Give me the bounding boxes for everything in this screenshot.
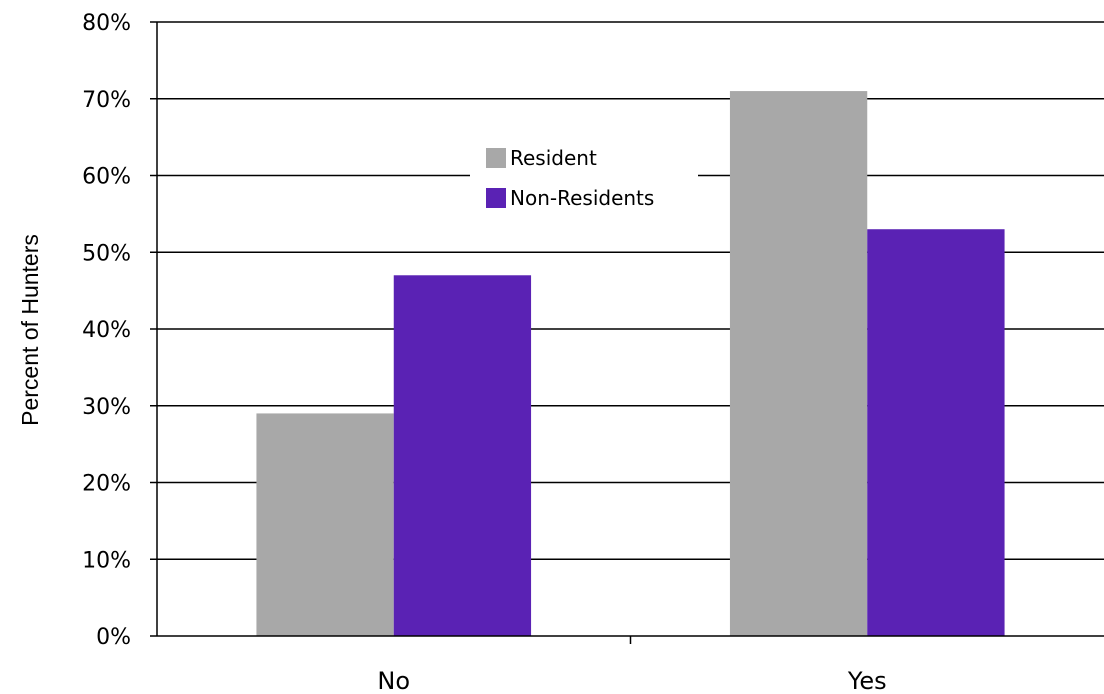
legend-box bbox=[470, 138, 698, 220]
legend-swatch bbox=[486, 188, 506, 208]
bar-resident-yes bbox=[729, 91, 868, 636]
legend-swatch bbox=[486, 148, 506, 168]
bar-resident-no bbox=[256, 413, 394, 636]
legend-label: Non-Residents bbox=[510, 186, 654, 210]
bar-non-residents-no bbox=[393, 275, 532, 636]
y-tick-label: 50% bbox=[82, 241, 131, 266]
y-tick-label: 30% bbox=[82, 395, 131, 420]
x-category-label: Yes bbox=[847, 667, 887, 694]
y-tick-label: 70% bbox=[82, 88, 131, 113]
legend-label: Resident bbox=[510, 146, 597, 170]
y-tick-label: 80% bbox=[82, 11, 131, 36]
y-axis-label: Percent of Hunters bbox=[17, 234, 43, 426]
x-category-labels: No Yes bbox=[377, 667, 886, 694]
bars bbox=[256, 91, 1005, 636]
x-category-label: No bbox=[377, 667, 410, 694]
y-tick-label: 10% bbox=[82, 548, 131, 573]
y-tick-label: 60% bbox=[82, 165, 131, 190]
y-tick-label: 0% bbox=[96, 625, 131, 650]
bar-non-residents-yes bbox=[867, 229, 1005, 636]
legend: Resident Non-Residents bbox=[470, 138, 698, 220]
axes bbox=[150, 21, 1104, 644]
y-tick-label: 20% bbox=[82, 472, 131, 497]
y-tick-labels: 0% 10% 20% 30% 40% 50% 60% 70% 80% bbox=[82, 11, 131, 650]
y-tick-label: 40% bbox=[82, 318, 131, 343]
